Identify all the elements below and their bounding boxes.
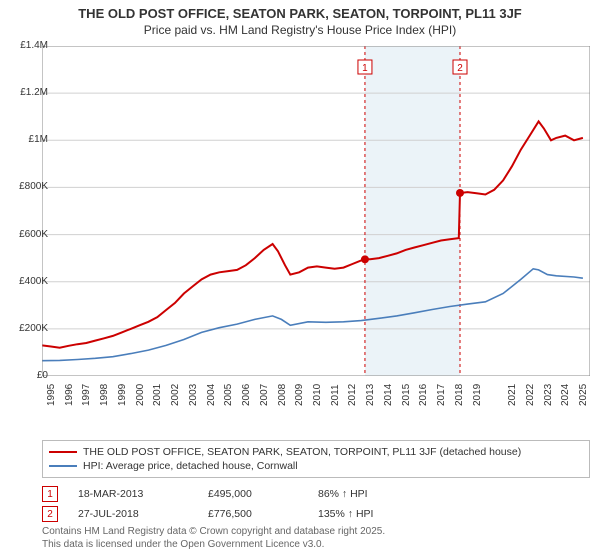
x-tick-label: 2015 bbox=[401, 384, 412, 406]
footer: Contains HM Land Registry data © Crown c… bbox=[42, 526, 385, 551]
marker-number-box: 1 bbox=[42, 486, 58, 502]
chart-title-line1: THE OLD POST OFFICE, SEATON PARK, SEATON… bbox=[0, 6, 600, 21]
marker-diff: 86% ↑ HPI bbox=[318, 488, 418, 500]
legend: THE OLD POST OFFICE, SEATON PARK, SEATON… bbox=[42, 440, 590, 478]
marker-date: 18-MAR-2013 bbox=[78, 488, 188, 500]
x-tick-label: 2011 bbox=[330, 384, 341, 406]
x-tick-label: 2019 bbox=[472, 384, 483, 406]
x-tick-label: 2021 bbox=[507, 384, 518, 406]
x-tick-label: 2017 bbox=[436, 384, 447, 406]
legend-row: HPI: Average price, detached house, Corn… bbox=[49, 459, 583, 473]
x-tick-label: 2003 bbox=[188, 384, 199, 406]
y-tick-label: £800K bbox=[10, 181, 48, 192]
chart-svg: 12 bbox=[42, 46, 590, 376]
x-tick-label: 2025 bbox=[578, 384, 589, 406]
legend-label: THE OLD POST OFFICE, SEATON PARK, SEATON… bbox=[83, 446, 521, 458]
x-tick-label: 1999 bbox=[117, 384, 128, 406]
x-tick-label: 1996 bbox=[64, 384, 75, 406]
footer-line1: Contains HM Land Registry data © Crown c… bbox=[42, 526, 385, 539]
x-tick-label: 2002 bbox=[170, 384, 181, 406]
marker-number-box: 2 bbox=[42, 506, 58, 522]
x-tick-label: 2014 bbox=[383, 384, 394, 406]
y-tick-label: £1M bbox=[10, 134, 48, 145]
x-tick-label: 1997 bbox=[81, 384, 92, 406]
x-tick-label: 2018 bbox=[454, 384, 465, 406]
marker-price: £776,500 bbox=[208, 508, 298, 520]
svg-text:2: 2 bbox=[457, 63, 463, 74]
y-tick-label: £200K bbox=[10, 323, 48, 334]
x-tick-label: 2000 bbox=[135, 384, 146, 406]
x-tick-label: 2008 bbox=[277, 384, 288, 406]
marker-diff: 135% ↑ HPI bbox=[318, 508, 418, 520]
legend-swatch bbox=[49, 451, 77, 453]
y-tick-label: £1.2M bbox=[10, 87, 48, 98]
legend-swatch bbox=[49, 465, 77, 467]
marker-price: £495,000 bbox=[208, 488, 298, 500]
chart-area: 12 bbox=[42, 46, 590, 406]
svg-text:1: 1 bbox=[362, 63, 368, 74]
y-tick-label: £400K bbox=[10, 276, 48, 287]
marker-table: 1 18-MAR-2013 £495,000 86% ↑ HPI 2 27-JUL-201… bbox=[42, 484, 590, 524]
y-tick-label: £1.4M bbox=[10, 40, 48, 51]
x-tick-label: 1995 bbox=[46, 384, 57, 406]
x-tick-label: 2024 bbox=[560, 384, 571, 406]
marker-date: 27-JUL-2018 bbox=[78, 508, 188, 520]
x-tick-label: 2012 bbox=[347, 384, 358, 406]
legend-row: THE OLD POST OFFICE, SEATON PARK, SEATON… bbox=[49, 445, 583, 459]
x-tick-label: 2010 bbox=[312, 384, 323, 406]
chart-title-line2: Price paid vs. HM Land Registry's House … bbox=[0, 23, 600, 37]
x-tick-label: 2016 bbox=[418, 384, 429, 406]
x-tick-label: 2022 bbox=[525, 384, 536, 406]
x-tick-label: 2009 bbox=[294, 384, 305, 406]
marker-row: 2 27-JUL-2018 £776,500 135% ↑ HPI bbox=[42, 504, 590, 524]
x-tick-label: 2001 bbox=[152, 384, 163, 406]
x-tick-label: 2004 bbox=[206, 384, 217, 406]
x-tick-label: 2007 bbox=[259, 384, 270, 406]
x-tick-label: 2005 bbox=[223, 384, 234, 406]
x-tick-label: 2013 bbox=[365, 384, 376, 406]
y-tick-label: £0 bbox=[10, 370, 48, 381]
footer-line2: This data is licensed under the Open Gov… bbox=[42, 539, 385, 552]
y-tick-label: £600K bbox=[10, 229, 48, 240]
x-tick-label: 2023 bbox=[543, 384, 554, 406]
legend-label: HPI: Average price, detached house, Corn… bbox=[83, 460, 298, 472]
x-tick-label: 2006 bbox=[241, 384, 252, 406]
x-tick-label: 1998 bbox=[99, 384, 110, 406]
marker-row: 1 18-MAR-2013 £495,000 86% ↑ HPI bbox=[42, 484, 590, 504]
